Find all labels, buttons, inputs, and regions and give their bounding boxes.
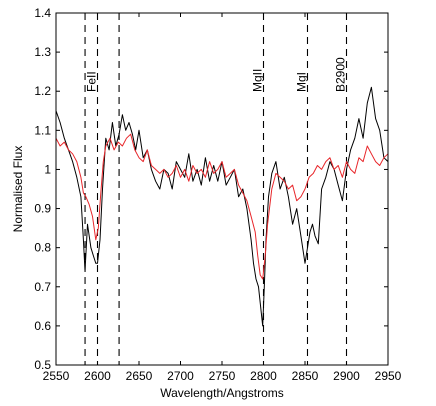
y-tick-label: 0.8 — [34, 241, 51, 255]
series-line-red — [56, 133, 388, 280]
series-line-black — [56, 86, 388, 327]
line-annotation: B2900 — [334, 57, 348, 92]
x-tick-label: 2550 — [43, 369, 70, 383]
line-annotation: FeII — [85, 71, 99, 92]
y-tick-label: 0.6 — [34, 319, 51, 333]
y-tick-label: 0.5 — [34, 358, 51, 372]
y-tick-label: 1.1 — [34, 123, 51, 137]
x-tick-label: 2900 — [333, 369, 360, 383]
series-group — [56, 13, 388, 365]
y-tick-label: 1.3 — [34, 45, 51, 59]
y-tick-label: 1 — [44, 162, 51, 176]
x-axis-label: Wavelength/Angstroms — [160, 386, 284, 400]
y-tick-label: 0.7 — [34, 280, 51, 294]
x-tick-label: 2700 — [167, 369, 194, 383]
x-tick-label: 2750 — [209, 369, 236, 383]
x-tick-label: 2800 — [250, 369, 277, 383]
line-annotation: MgII — [251, 69, 265, 92]
x-tick-label: 2600 — [84, 369, 111, 383]
line-annotation: MgI — [294, 72, 308, 92]
x-tick-label: 2950 — [375, 369, 402, 383]
x-tick-label: 2650 — [126, 369, 153, 383]
y-axis-label: Normalised Flux — [11, 146, 25, 233]
y-tick-label: 0.9 — [34, 202, 51, 216]
y-tick-label: 1.2 — [34, 84, 51, 98]
x-tick-label: 2850 — [292, 369, 319, 383]
plot-frame — [55, 12, 389, 366]
y-tick-label: 1.4 — [34, 6, 51, 20]
